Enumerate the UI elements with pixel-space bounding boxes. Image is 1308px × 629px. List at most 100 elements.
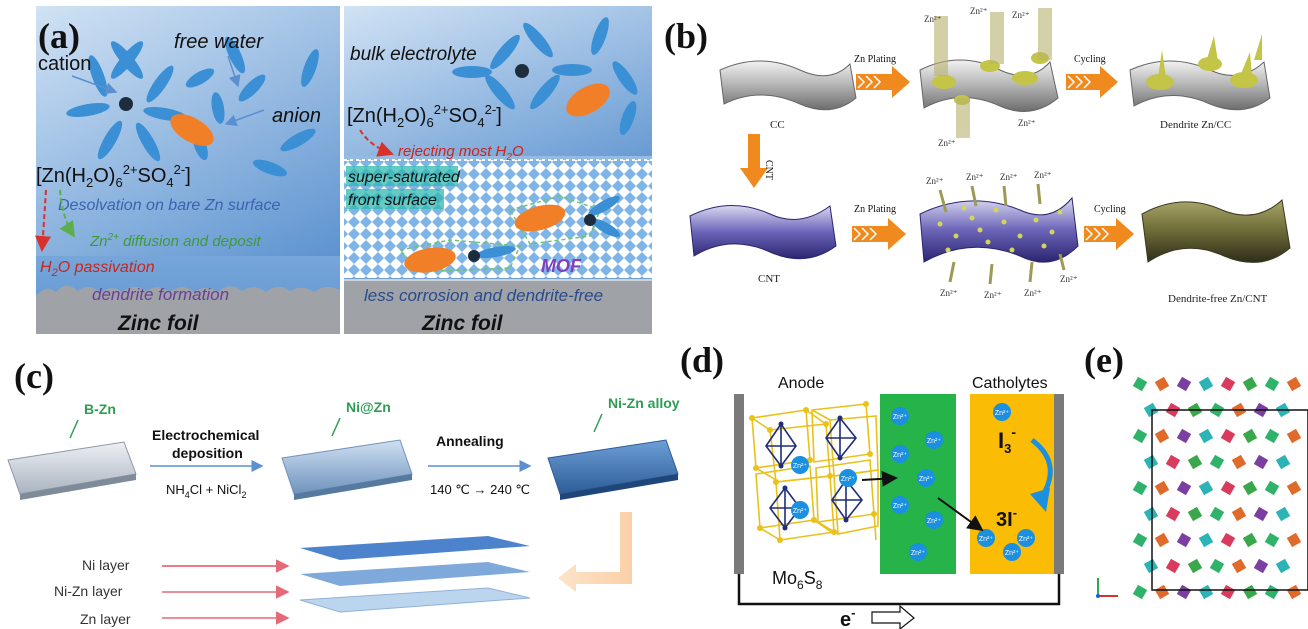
zn-ion-label-b11: Zn²⁺ xyxy=(984,290,1002,300)
polyhedron-23 xyxy=(1142,453,1160,471)
axis-indicator xyxy=(1096,578,1118,598)
zn-ion-d5: Zn²⁺ xyxy=(927,438,942,445)
polyhedron-17 xyxy=(1175,427,1193,445)
anion-label: anion xyxy=(272,105,321,127)
cycling-top-label: Cycling xyxy=(1074,54,1106,65)
zn-ion-label-b7: Zn²⁺ xyxy=(966,172,984,182)
polyhedron-49 xyxy=(1219,531,1237,549)
electrochem-label-2: deposition xyxy=(172,445,243,461)
cathode-current-collector xyxy=(1054,394,1064,574)
crystal-structure xyxy=(1131,375,1303,601)
polyhedron-16 xyxy=(1153,427,1171,445)
zinc-foil-left-label: Zinc foil xyxy=(117,312,200,335)
polyhedron-27 xyxy=(1230,453,1248,471)
polyhedron-28 xyxy=(1252,453,1270,471)
polyhedron-39 xyxy=(1164,505,1182,523)
polyhedron-15 xyxy=(1131,427,1149,445)
polyhedron-66 xyxy=(1263,583,1281,601)
panel-c: (c) B-Zn Electrochemical deposition NH4C… xyxy=(7,356,680,627)
polyhedron-25 xyxy=(1186,453,1204,471)
polyhedron-62 xyxy=(1175,583,1193,601)
polyhedron-31 xyxy=(1153,479,1171,497)
dendrite-free-label: Dendrite-free Zn/CNT xyxy=(1168,293,1268,305)
zn-plating-arrow-bottom xyxy=(852,218,906,250)
zn-layer-sheet xyxy=(299,587,531,613)
polyhedron-55 xyxy=(1186,557,1204,575)
zn-ion-label-b8: Zn²⁺ xyxy=(1000,172,1018,182)
electrochem-label-1: Electrochemical xyxy=(152,427,259,443)
mof-label: MOF xyxy=(541,256,582,276)
zinc-foil-left xyxy=(36,285,340,334)
zn-ion-label-b3: Zn²⁺ xyxy=(1012,10,1030,20)
super-saturated-label: super-saturated xyxy=(348,169,461,186)
polyhedron-29 xyxy=(1274,453,1292,471)
zn-ion-d13: Zn²⁺ xyxy=(1005,550,1020,557)
zinc-foil-right xyxy=(344,280,652,334)
polyhedron-43 xyxy=(1252,505,1270,523)
zn-ion-label-b12: Zn²⁺ xyxy=(1024,288,1042,298)
zn-ion-d3: Zn²⁺ xyxy=(793,508,808,515)
cation-solvation-left xyxy=(66,36,319,177)
zn-ion-label-b2: Zn²⁺ xyxy=(970,6,988,16)
rejecting-label: rejecting most H2O xyxy=(398,143,524,163)
complex-formula-right: [Zn(H2O)62+SO42-] xyxy=(347,102,502,130)
bulk-electrolyte-label: bulk electrolyte xyxy=(350,44,477,65)
polyhedron-40 xyxy=(1186,505,1204,523)
polyhedron-63 xyxy=(1197,583,1215,601)
polyhedron-64 xyxy=(1219,583,1237,601)
zn-ion-flux xyxy=(938,183,1066,285)
cnt-label: CNT xyxy=(758,273,780,285)
polyhedron-20 xyxy=(1241,427,1259,445)
dendrite-free-zncnt-tube xyxy=(1141,199,1291,263)
polyhedron-45 xyxy=(1131,531,1149,549)
external-circuit xyxy=(737,574,1061,606)
panel-d: (d) Anode Catholytes xyxy=(680,340,1064,629)
cnt-arrow-label: CNT xyxy=(763,160,774,180)
zn-plating-bottom-label: Zn Plating xyxy=(854,204,896,215)
polyhedron-67 xyxy=(1285,583,1303,601)
i3-label: I3- xyxy=(998,424,1016,456)
cycling-arrow-bottom xyxy=(1084,218,1134,250)
polyhedron-0 xyxy=(1131,375,1149,393)
zn-ion-d12: Zn²⁺ xyxy=(979,536,994,543)
panel-a: (a) cation free water anion xyxy=(35,6,652,335)
dendrite-formation-label: dendrite formation xyxy=(92,285,229,304)
polyhedron-35 xyxy=(1241,479,1259,497)
cation-solvation-right xyxy=(452,17,638,136)
polyhedron-61 xyxy=(1153,583,1171,601)
b-zn-label: B-Zn xyxy=(84,401,116,417)
zn-ion-label-b6: Zn²⁺ xyxy=(926,176,944,186)
polyhedron-44 xyxy=(1274,505,1292,523)
panel-a-letter: (a) xyxy=(38,16,80,56)
panel-e: (e) xyxy=(1084,340,1308,601)
zn-ion-d14: Zn²⁺ xyxy=(1019,536,1034,543)
passivation-label: H2O passivation xyxy=(40,259,155,279)
polyhedron-22 xyxy=(1285,427,1303,445)
ni-layer-label: Ni layer xyxy=(82,557,130,573)
zn-ion-d10: Zn²⁺ xyxy=(911,550,926,557)
polyhedron-54 xyxy=(1164,557,1182,575)
polyhedron-37 xyxy=(1285,479,1303,497)
zn-ion-label-b10: Zn²⁺ xyxy=(940,288,958,298)
electron-flow-arrow xyxy=(871,604,915,629)
polyhedron-51 xyxy=(1263,531,1281,549)
diffusion-label: Zn2+ diffusion and deposit xyxy=(89,232,262,250)
ni-zn-alloy-label: Ni-Zn alloy xyxy=(608,395,680,411)
panel-b: (b) CC Zn Plating Zn²⁺ Zn²⁺ Zn²⁺ xyxy=(664,6,1291,305)
zinc-foil-right-label: Zinc foil xyxy=(421,312,504,335)
polyhedron-32 xyxy=(1175,479,1193,497)
zn-ions-d: Zn²⁺ Zn²⁺ Zn²⁺ Zn²⁺ Zn²⁺ Zn²⁺ Zn²⁺ Zn²⁺ … xyxy=(791,403,1035,561)
polyhedron-1 xyxy=(1153,375,1171,393)
zn-layer-label: Zn layer xyxy=(80,611,131,627)
zn-ion-d2: Zn²⁺ xyxy=(841,476,856,483)
zn-ion-d11: Zn²⁺ xyxy=(995,410,1010,417)
zn-plating-top-label: Zn Plating xyxy=(854,54,896,65)
zn-plated-cnt-tube xyxy=(919,196,1079,263)
polyhedron-8 xyxy=(1142,401,1160,419)
s-atoms xyxy=(749,401,877,543)
zn-ion-label-b5: Zn²⁺ xyxy=(1018,118,1036,128)
polyhedron-38 xyxy=(1142,505,1160,523)
polyhedron-47 xyxy=(1175,531,1193,549)
polyhedron-59 xyxy=(1274,557,1292,575)
